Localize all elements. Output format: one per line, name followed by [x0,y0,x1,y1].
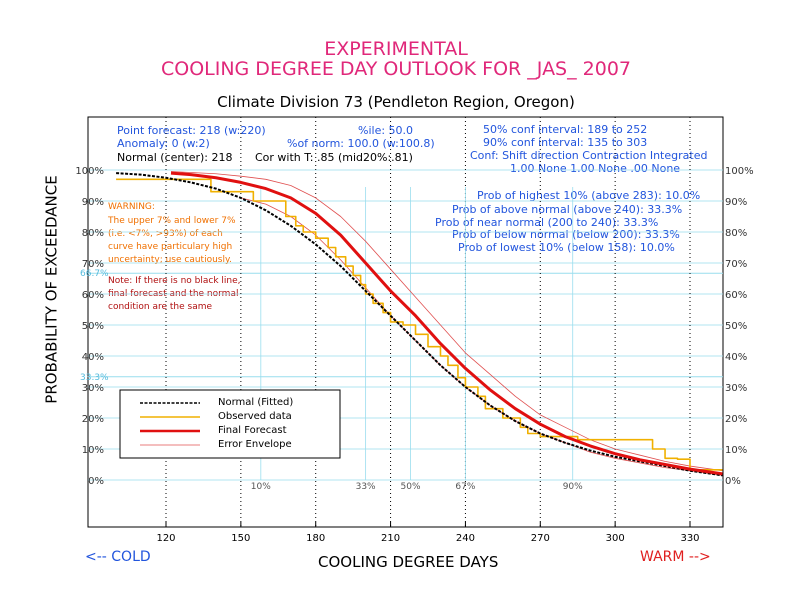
prob-highest: Prob of highest 10% (above 283): 10.0% [477,189,701,202]
conf-values: 1.00 None 1.00 None .00 None [510,162,681,175]
warning-line-1: The upper 7% and lower 7% [108,216,236,226]
normal-fitted-line [116,172,723,477]
legend-normal-label: Normal (Fitted) [218,397,294,408]
x-tick-label: 180 [306,533,325,544]
x-tick-label: 150 [231,533,250,544]
warning-line-2: (i.e. <7%, >93%) of each [108,229,223,239]
y-tick-label-left: 50% [82,321,104,332]
percent-of-normal: %of norm: 100.0 (w:100.8) [287,137,435,150]
legend-box [119,389,341,459]
percentile-label: 67% [455,482,475,492]
prob-above: Prob of above normal (above 240): 33.3% [452,203,683,216]
cold-label: <-- COLD [85,549,151,565]
warning-line-3: curve have particulary high [108,242,233,252]
x-tick-label: 210 [381,533,400,544]
y-tick-label-right: 0% [725,476,741,487]
chart-subtitle: Climate Division 73 (Pendleton Region, O… [217,93,575,111]
y-tick-label-left: 20% [82,414,104,425]
x-tick-label: 330 [680,533,699,544]
y-tick-label-left: 80% [82,228,104,239]
warm-label: WARM --> [640,549,711,565]
y-tick-label-right: 70% [725,259,747,270]
y-tick-label-right: 10% [725,445,747,456]
conf-90: 90% conf interval: 135 to 303 [483,136,648,149]
y-tick-label-right: 100% [725,166,754,177]
final-forecast-line [170,171,723,476]
y-tick-label-left: 0% [88,476,104,487]
y-tick-label-left: 30% [82,383,104,394]
legend-observed-label: Observed data [218,411,292,422]
y-tick-label-left: 90% [82,197,104,208]
prob-near: Prob of near normal (200 to 240): 33.3% [435,216,659,229]
y-tick-label-left: 100% [75,166,104,177]
ref-line-label: 33.3% [80,373,109,383]
plot-frame [87,116,724,528]
point-forecast: Point forecast: 218 (w:220) [117,124,266,137]
title-experimental: EXPERIMENTAL [324,38,468,60]
y-tick-label-right: 40% [725,352,747,363]
error-envelope-upper-line [170,171,723,472]
percentile: %ile: 50.0 [358,124,414,137]
percentile-label: 10% [251,482,271,492]
y-tick-label-right: 20% [725,414,747,425]
y-tick-label-right: 60% [725,290,747,301]
percentile-label: 50% [401,482,421,492]
y-tick-label-right: 80% [725,228,747,239]
warning-line-4: uncertainty; use cautiously. [108,255,232,265]
warning-head: WARNING: [108,202,155,212]
prob-lowest: Prob of lowest 10% (below 158): 10.0% [458,241,675,254]
y-tick-label-left: 60% [82,290,104,301]
correlation: Cor with T: .85 (mid20%:.81) [255,151,413,164]
x-tick-label: 270 [531,533,550,544]
note-line-3: condition are the same [108,302,213,312]
x-tick-label: 120 [156,533,175,544]
x-axis-label: COOLING DEGREE DAYS [318,553,499,571]
prob-below: Prob of below normal (below 200): 33.3% [452,228,680,241]
chart-title: COOLING DEGREE DAY OUTLOOK FOR _JAS_ 200… [160,58,632,80]
percentile-label: 90% [563,482,583,492]
y-tick-label-left: 70% [82,259,104,270]
y-tick-label-left: 40% [82,352,104,363]
legend-forecast-label: Final Forecast [218,425,287,436]
ref-line-label: 66.7% [80,269,109,279]
anomaly: Anomaly: 0 (w:2) [117,137,210,150]
conf-header: Conf: Shift direction Contraction Integr… [470,149,708,162]
note-line-1: Note: If there is no black line, [108,276,241,286]
legend-envelope-label: Error Envelope [218,439,292,450]
y-tick-label-right: 90% [725,197,747,208]
x-tick-label: 300 [606,533,625,544]
y-tick-label-right: 50% [725,321,747,332]
x-tick-label: 240 [456,533,475,544]
y-tick-label-right: 30% [725,383,747,394]
percentile-label: 33% [356,482,376,492]
normal-center: Normal (center): 218 [117,151,233,164]
conf-50: 50% conf interval: 189 to 252 [483,123,648,136]
y-tick-label-left: 10% [82,445,104,456]
